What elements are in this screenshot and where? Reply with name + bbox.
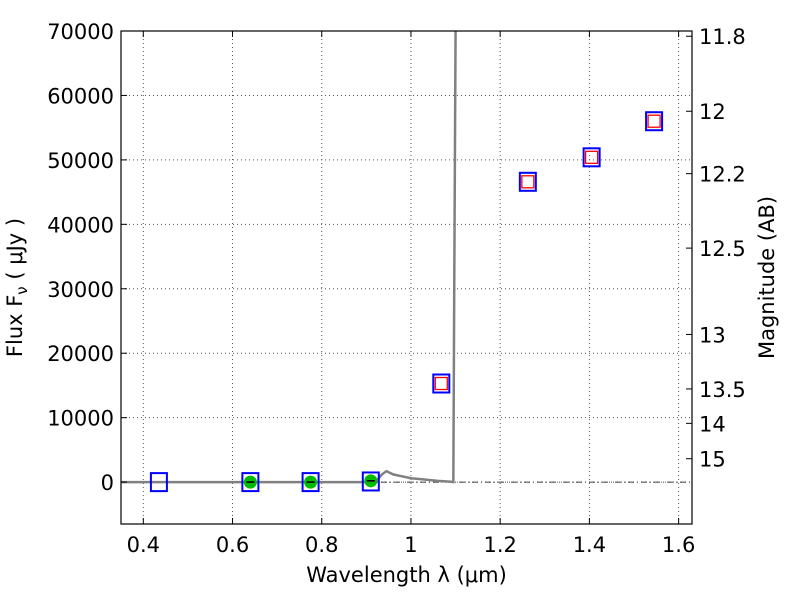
model-square-marker (647, 114, 661, 128)
model-square-marker (521, 175, 535, 189)
plot-frame (120, 30, 693, 525)
y2-tick-label: 12.2 (699, 163, 746, 187)
y2-tick-label: 15 (699, 448, 726, 472)
x-axis: 0.4 0.6 0.8 1 1.2 1.4 1.6 (127, 31, 695, 557)
data-series (121, 30, 664, 493)
model-spectrum-line (121, 30, 457, 484)
y2-axis: 11.8 12 12.2 12.5 13 13.5 14 15 (686, 25, 746, 472)
y2-tick-label: 13.5 (699, 378, 746, 402)
y-tick-label: 70000 (47, 20, 114, 44)
y-axis-title-unit: ( μJy ) (3, 218, 27, 286)
y-tick-label: 40000 (47, 213, 114, 237)
photometry-square-marker (645, 111, 664, 132)
y-tick-label: 60000 (47, 84, 114, 108)
photometry-square-marker (518, 171, 537, 192)
photometry-square-marker (301, 472, 320, 493)
y-axis-title-main: Flux F (3, 295, 27, 357)
x-tick-label: 1.2 (483, 533, 516, 557)
y-tick-label: 0 (101, 471, 114, 495)
photometry-square-marker (241, 472, 260, 493)
x-tick-label: 1.6 (662, 533, 695, 557)
x-tick-label: 0.8 (305, 533, 338, 557)
y-axis: 0 10000 20000 30000 40000 50000 60000 70000 (47, 20, 127, 495)
photometry-square-marker (432, 373, 451, 394)
y-tick-label: 10000 (47, 407, 114, 431)
y-tick-label: 20000 (47, 342, 114, 366)
photometry-square-marker (582, 147, 601, 168)
grid (121, 30, 692, 524)
model-square-marker (434, 376, 448, 391)
x-axis-title: Wavelength λ (μm) (306, 563, 507, 587)
y2-axis-title: Magnitude (AB) (755, 196, 779, 359)
photometry-square-marker (149, 472, 168, 493)
y-tick-label: 30000 (47, 278, 114, 302)
y-axis-title-sub: ν (13, 286, 31, 294)
x-tick-label: 1 (404, 533, 417, 557)
y2-tick-label: 12.5 (699, 237, 746, 261)
x-tick-label: 0.4 (127, 533, 160, 557)
model-square-marker (584, 150, 599, 164)
y-tick-label: 50000 (47, 149, 114, 173)
y2-tick-label: 12 (699, 100, 726, 124)
x-tick-label: 0.6 (216, 533, 249, 557)
y2-tick-label: 14 (699, 412, 726, 436)
y2-tick-label: 13 (699, 323, 726, 347)
y-axis-title: Flux Fν ( μJy ) (3, 218, 31, 357)
y2-tick-label: 11.8 (699, 25, 746, 49)
x-tick-label: 1.4 (573, 533, 606, 557)
photometry-square-marker (361, 471, 380, 492)
